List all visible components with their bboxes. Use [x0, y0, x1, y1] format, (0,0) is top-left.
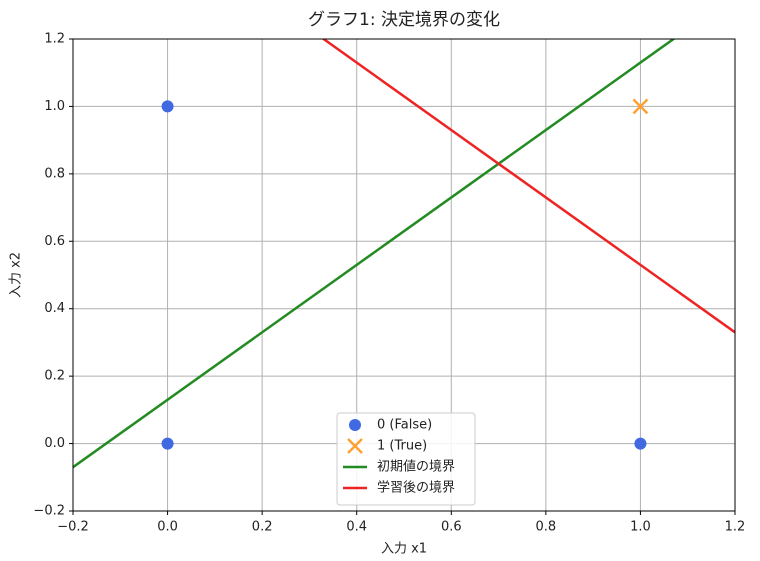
x-marker — [632, 98, 649, 115]
x-marker — [347, 438, 363, 454]
x-axis-label: 入力 x1 — [381, 542, 427, 557]
y-tick-label: 1.2 — [44, 32, 65, 47]
y-tick-label: 0.8 — [44, 166, 65, 181]
x-tick-label: 0.6 — [441, 520, 462, 535]
circle-marker — [634, 437, 647, 450]
circle-marker — [161, 100, 174, 113]
x-tick-label: 0.2 — [252, 520, 273, 535]
x-tick-label: 0.0 — [157, 520, 178, 535]
circle-marker — [349, 419, 361, 431]
y-tick-label: −0.2 — [33, 504, 65, 519]
y-tick-label: 0.2 — [44, 369, 65, 384]
y-tick-label: 1.0 — [44, 99, 65, 114]
legend-label: 初期値の境界 — [377, 459, 455, 475]
legend-box — [336, 412, 476, 506]
circle-marker — [161, 437, 174, 450]
x-tick-label: 0.4 — [346, 520, 367, 535]
axes-frame — [72, 38, 736, 512]
boundary-line — [73, 39, 676, 469]
y-tick-label: 0.4 — [44, 301, 65, 316]
grid — [72, 38, 736, 512]
x-tick-label: −0.2 — [57, 520, 89, 535]
x-tick-label: 1.0 — [630, 520, 651, 535]
chart-title: グラフ1: 決定境界の変化 — [308, 10, 500, 30]
y-axis-label: 入力 x2 — [9, 252, 24, 298]
legend-label: 0 (False) — [377, 418, 432, 433]
plot-area — [73, 39, 735, 469]
boundary-line — [321, 39, 735, 334]
legend-label: 1 (True) — [377, 439, 427, 454]
y-tick-label: 0.0 — [44, 436, 65, 451]
legend-label: 学習後の境界 — [377, 480, 455, 496]
y-tick-label: 0.6 — [44, 234, 65, 249]
x-tick-label: 0.8 — [536, 520, 557, 535]
x-tick-label: 1.2 — [725, 520, 746, 535]
